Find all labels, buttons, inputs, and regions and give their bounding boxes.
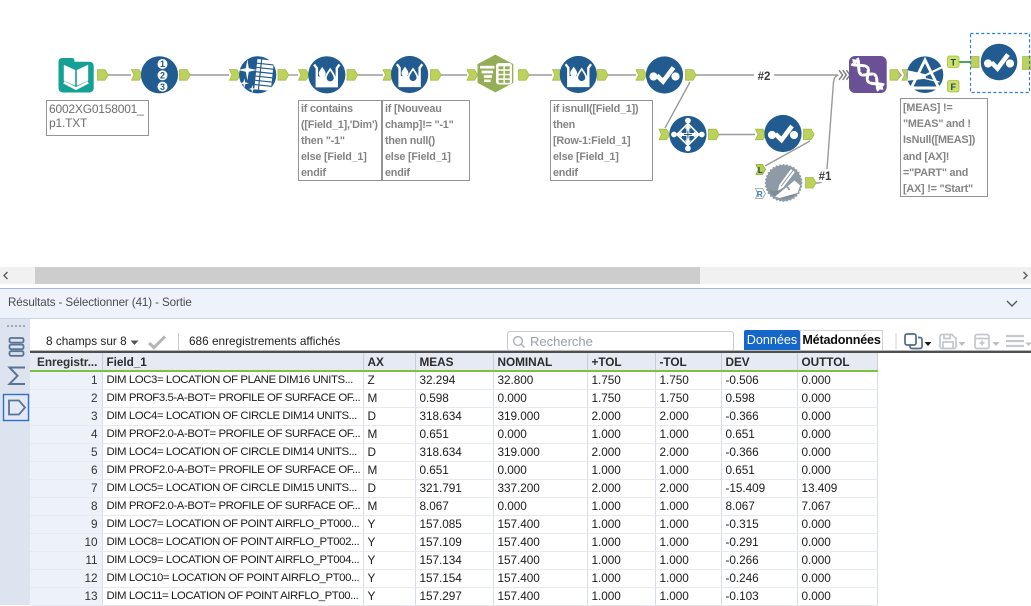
svg-text:#1: #1 <box>819 171 832 183</box>
svg-text:R: R <box>757 190 763 199</box>
svg-text:T: T <box>950 57 956 67</box>
svg-text:2: 2 <box>160 71 165 81</box>
svg-text:1: 1 <box>160 59 165 69</box>
svg-text:L: L <box>758 166 763 175</box>
svg-text:3: 3 <box>160 82 165 92</box>
svg-text:F: F <box>950 82 956 92</box>
svg-text:#2: #2 <box>758 71 771 83</box>
